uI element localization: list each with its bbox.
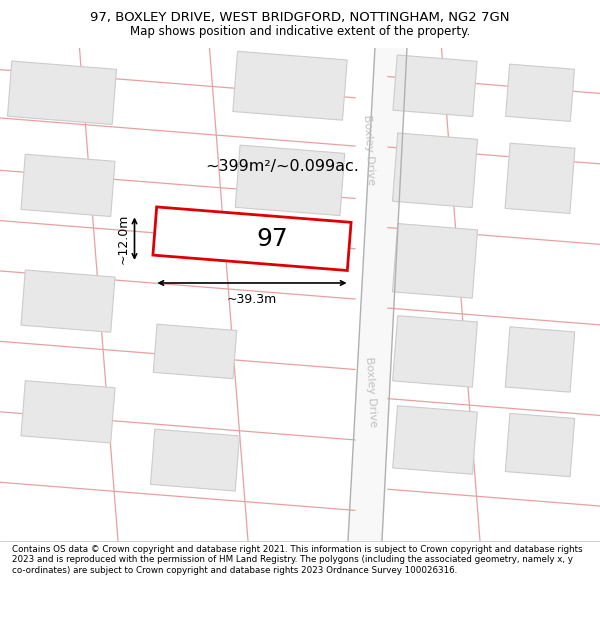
Text: Boxley Drive: Boxley Drive: [364, 356, 378, 427]
Bar: [392, 224, 478, 298]
Text: Contains OS data © Crown copyright and database right 2021. This information is : Contains OS data © Crown copyright and d…: [12, 545, 583, 574]
Bar: [153, 324, 237, 379]
Bar: [151, 429, 239, 491]
Text: 97: 97: [256, 227, 288, 251]
Bar: [235, 145, 345, 216]
Bar: [21, 270, 115, 332]
Text: 97, BOXLEY DRIVE, WEST BRIDGFORD, NOTTINGHAM, NG2 7GN: 97, BOXLEY DRIVE, WEST BRIDGFORD, NOTTIN…: [90, 11, 510, 24]
Text: Map shows position and indicative extent of the property.: Map shows position and indicative extent…: [130, 25, 470, 38]
Bar: [392, 316, 478, 388]
Bar: [21, 154, 115, 216]
Bar: [506, 64, 574, 121]
Text: Boxley Drive: Boxley Drive: [362, 114, 376, 186]
Bar: [8, 61, 116, 124]
Bar: [392, 133, 478, 208]
Text: ~12.0m: ~12.0m: [116, 214, 130, 264]
Bar: [21, 381, 115, 443]
Polygon shape: [348, 48, 407, 541]
Bar: [393, 55, 477, 116]
Bar: [505, 143, 575, 214]
Bar: [153, 207, 351, 271]
Bar: [392, 406, 478, 474]
Bar: [233, 51, 347, 120]
Bar: [505, 413, 575, 477]
Bar: [505, 327, 575, 392]
Text: ~39.3m: ~39.3m: [227, 293, 277, 306]
Text: ~399m²/~0.099ac.: ~399m²/~0.099ac.: [205, 159, 359, 174]
